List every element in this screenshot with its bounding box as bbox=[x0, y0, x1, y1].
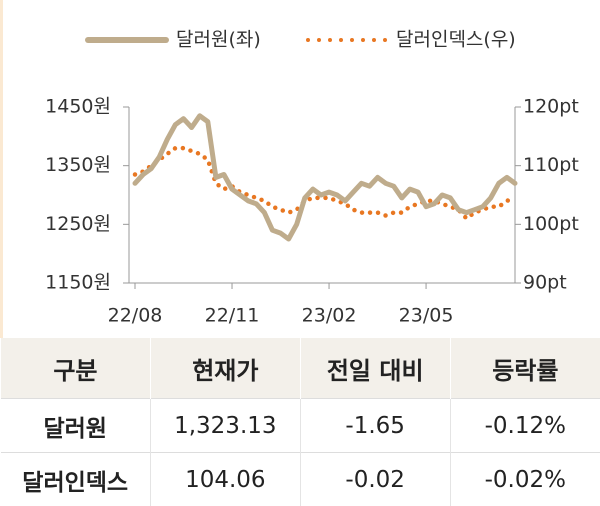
table-header: 구분 현재가 전일 대비 등락률 bbox=[1, 338, 600, 399]
cell: -0.02% bbox=[450, 453, 600, 506]
legend-label: 달러원(좌) bbox=[176, 29, 261, 51]
cell: 1,323.13 bbox=[150, 399, 300, 453]
row-label: 달러인덱스 bbox=[1, 453, 151, 506]
x-tick-label: 23/02 bbox=[302, 305, 357, 327]
x-tick-label: 23/05 bbox=[399, 305, 454, 327]
row-label: 달러원 bbox=[1, 399, 151, 453]
header-cell: 구분 bbox=[1, 338, 151, 399]
y2-tick-label: 90pt bbox=[523, 272, 567, 294]
header-cell: 등락률 bbox=[450, 338, 600, 399]
y2-tick-label: 120pt bbox=[523, 96, 579, 118]
legend-label: 달러인덱스(우) bbox=[396, 29, 516, 51]
y-tick-label: 1250원 bbox=[45, 213, 111, 235]
y2-tick-label: 100pt bbox=[523, 213, 579, 235]
side-bar bbox=[0, 0, 3, 338]
header-cell: 전일 대비 bbox=[300, 338, 450, 399]
x-tick-label: 22/11 bbox=[205, 305, 260, 327]
y-tick-label: 1150원 bbox=[45, 272, 111, 294]
cell: 104.06 bbox=[150, 453, 300, 506]
data-table: 구분 현재가 전일 대비 등락률 달러원 1,323.13 -1.65 -0.1… bbox=[0, 338, 600, 506]
cell: -0.02 bbox=[300, 453, 450, 506]
y-tick-label: 1350원 bbox=[45, 154, 111, 176]
table-row: 달러원 1,323.13 -1.65 -0.12% bbox=[1, 399, 600, 453]
x-tick-label: 22/08 bbox=[108, 305, 163, 327]
y2-tick-label: 110pt bbox=[523, 154, 579, 176]
line bbox=[135, 116, 515, 239]
cell: -0.12% bbox=[450, 399, 600, 453]
header-cell: 현재가 bbox=[150, 338, 300, 399]
cell: -1.65 bbox=[300, 399, 450, 453]
y-tick-label: 1450원 bbox=[45, 96, 111, 118]
chart: 1150원 1250원 1350원 1450원 90pt 100pt 110pt 120pt 2… bbox=[0, 0, 600, 338]
table-row: 달러인덱스 104.06 -0.02 -0.02% bbox=[1, 453, 600, 506]
